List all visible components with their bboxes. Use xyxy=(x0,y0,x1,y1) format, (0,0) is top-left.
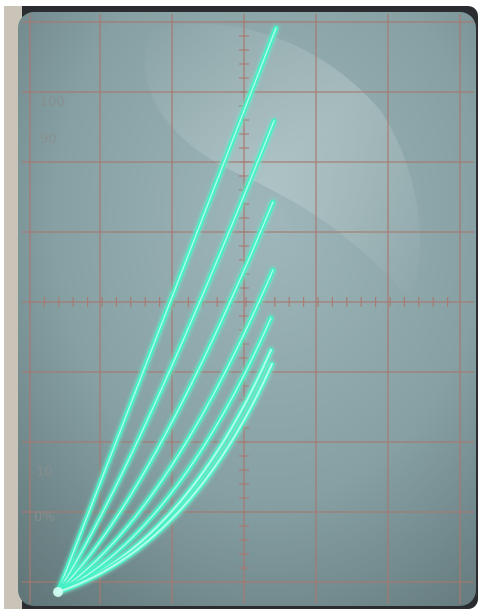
graticule-label-100: 100 xyxy=(40,95,65,110)
trace-origin-spot xyxy=(53,587,63,597)
scope-trace-core-7 xyxy=(56,362,274,594)
scope-trace-core-4 xyxy=(57,269,274,593)
scope-trace-core-2 xyxy=(57,120,275,593)
graticule-label-10: 10 xyxy=(36,465,53,480)
bezel-left-edge xyxy=(4,6,22,609)
scope-trace-core-1 xyxy=(57,27,277,593)
scope-trace-core-3 xyxy=(57,201,274,593)
graticule-label-90: 90 xyxy=(40,132,57,147)
trace-group xyxy=(55,25,279,595)
graticule-label-0: 0% xyxy=(34,510,55,525)
scope-trace-core-5 xyxy=(57,317,272,593)
